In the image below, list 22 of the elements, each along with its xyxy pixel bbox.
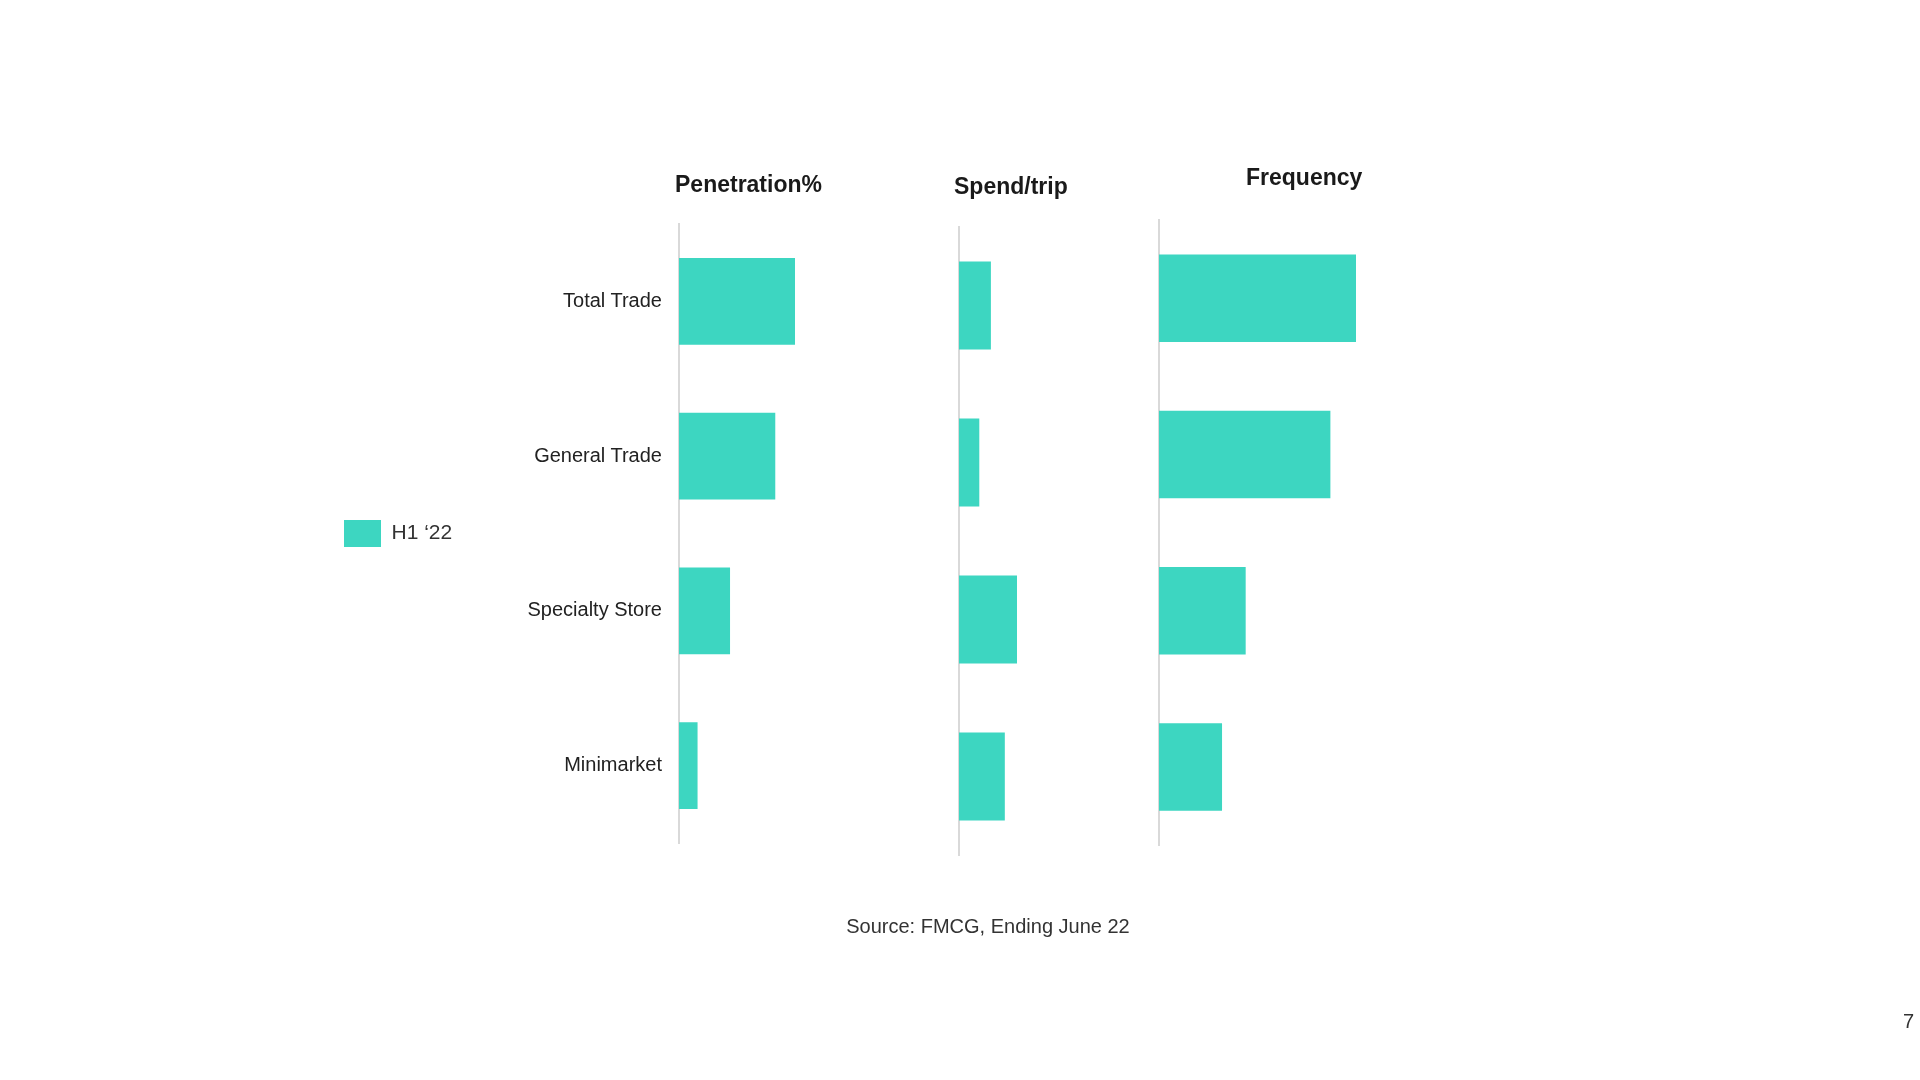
bar bbox=[959, 732, 1005, 821]
bar bbox=[959, 418, 980, 507]
chart-title: Spend/trip bbox=[954, 172, 1068, 201]
source-note: Source: FMCG, Ending June 22 bbox=[846, 914, 1130, 939]
bar bbox=[959, 261, 991, 350]
chart-title: Frequency bbox=[1246, 163, 1363, 192]
y-tick-label: Specialty Store bbox=[527, 598, 662, 621]
bar bbox=[959, 575, 1017, 664]
bar bbox=[679, 722, 698, 809]
legend-label: H1 ‘22 bbox=[391, 520, 453, 544]
bar bbox=[679, 412, 776, 500]
bar bbox=[679, 258, 795, 345]
bar bbox=[1159, 566, 1246, 655]
y-tick-label: Total Trade bbox=[563, 288, 662, 311]
text: 7 bbox=[1902, 1009, 1914, 1034]
bar bbox=[679, 567, 731, 655]
y-tick-label: Minimarket bbox=[564, 753, 663, 776]
y-tick-label: General Trade bbox=[534, 443, 662, 466]
bar bbox=[1159, 410, 1331, 499]
bar bbox=[1159, 723, 1223, 811]
chart-title: Penetration% bbox=[675, 170, 822, 199]
bar bbox=[1159, 254, 1356, 342]
